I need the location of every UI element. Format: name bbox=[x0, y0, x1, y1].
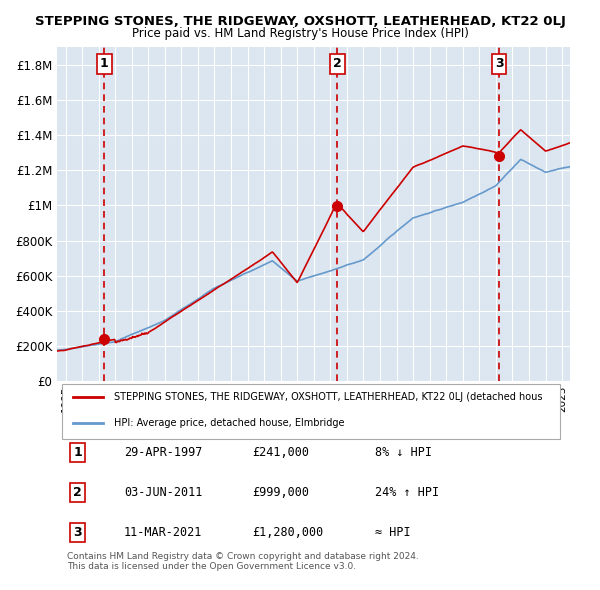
Text: ≈ HPI: ≈ HPI bbox=[376, 526, 411, 539]
Text: £241,000: £241,000 bbox=[252, 446, 309, 459]
Text: 03-JUN-2011: 03-JUN-2011 bbox=[124, 486, 202, 499]
Text: STEPPING STONES, THE RIDGEWAY, OXSHOTT, LEATHERHEAD, KT22 0LJ (detached hous: STEPPING STONES, THE RIDGEWAY, OXSHOTT, … bbox=[113, 392, 542, 402]
Text: 1: 1 bbox=[100, 57, 109, 70]
Text: HPI: Average price, detached house, Elmbridge: HPI: Average price, detached house, Elmb… bbox=[113, 418, 344, 428]
Text: STEPPING STONES, THE RIDGEWAY, OXSHOTT, LEATHERHEAD, KT22 0LJ: STEPPING STONES, THE RIDGEWAY, OXSHOTT, … bbox=[35, 15, 565, 28]
Text: Contains HM Land Registry data © Crown copyright and database right 2024.
This d: Contains HM Land Registry data © Crown c… bbox=[67, 552, 419, 571]
Text: 2: 2 bbox=[73, 486, 82, 499]
Text: 11-MAR-2021: 11-MAR-2021 bbox=[124, 526, 202, 539]
Text: 8% ↓ HPI: 8% ↓ HPI bbox=[376, 446, 433, 459]
Text: 3: 3 bbox=[73, 526, 82, 539]
Text: 1: 1 bbox=[73, 446, 82, 459]
Text: 2: 2 bbox=[333, 57, 341, 70]
Text: Price paid vs. HM Land Registry's House Price Index (HPI): Price paid vs. HM Land Registry's House … bbox=[131, 27, 469, 40]
Text: £1,280,000: £1,280,000 bbox=[252, 526, 323, 539]
Text: 29-APR-1997: 29-APR-1997 bbox=[124, 446, 202, 459]
FancyBboxPatch shape bbox=[62, 384, 560, 438]
Text: £999,000: £999,000 bbox=[252, 486, 309, 499]
Text: 24% ↑ HPI: 24% ↑ HPI bbox=[376, 486, 439, 499]
Text: 3: 3 bbox=[494, 57, 503, 70]
